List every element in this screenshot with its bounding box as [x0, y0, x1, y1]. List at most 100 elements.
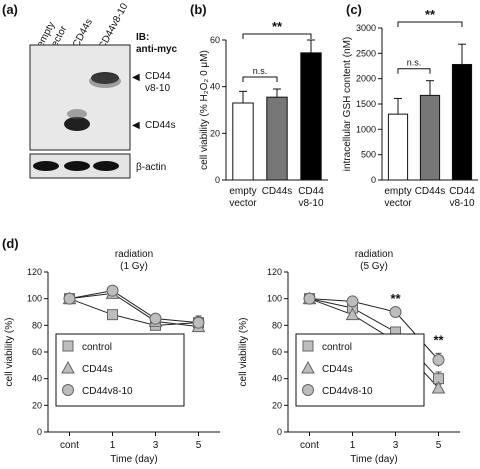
- point-control: [107, 309, 118, 321]
- point-CD44v8-10: [303, 292, 316, 305]
- x-tick-label-line1: CD44: [449, 186, 475, 197]
- point-CD44v8-10: [432, 354, 445, 366]
- y-tick-label: 60: [210, 35, 220, 45]
- bar-0: [232, 102, 254, 181]
- x-tick-label-line2: vector: [229, 198, 257, 209]
- blot-main: [29, 44, 131, 151]
- y-tick-label: 20: [272, 400, 282, 410]
- legend-label: control: [82, 342, 112, 353]
- y-tick-label: 3000: [356, 23, 376, 33]
- x-tick-label: CD44s: [415, 186, 446, 197]
- panel-a: (a) empty vector CD44s CD44v8-10 IB: ant…: [2, 1, 178, 179]
- x-tick-label: 1: [110, 440, 116, 451]
- x-tick-label-line1: empty: [384, 186, 411, 197]
- band2-arrow: ◀: [132, 120, 140, 131]
- band-actin-2: [64, 161, 90, 171]
- ib-label-line2: anti-myc: [136, 44, 178, 55]
- bar-2: [451, 63, 473, 181]
- panel-label: (c): [346, 2, 362, 17]
- x-tick-label: 5: [196, 440, 202, 451]
- point-CD44v8-10: [63, 292, 76, 305]
- y-axis-label: intracellular GSH content (nM): [342, 37, 353, 172]
- loading-control-label: β-actin: [136, 162, 166, 173]
- x-tick-label-line2: vector: [384, 198, 412, 209]
- x-axis-label: Time (day): [350, 454, 397, 465]
- y-tick-label: 40: [272, 374, 282, 384]
- chart-title-line1: radiation: [115, 249, 153, 260]
- legend-label: CD44v8-10: [322, 386, 373, 397]
- y-axis-label: cell viability (%): [4, 318, 15, 387]
- significance-label: **: [272, 19, 283, 34]
- band1-label-line1: CD44: [145, 71, 171, 82]
- point-CD44v8-10: [346, 295, 359, 308]
- y-tick-label: 1000: [356, 124, 376, 134]
- bar-2: [300, 52, 322, 181]
- band-actin-1: [33, 161, 59, 171]
- lane-label-cd44v8-10: CD44v8-10: [97, 1, 131, 51]
- significance-label: **: [425, 7, 436, 22]
- y-tick-label: 60: [32, 347, 42, 357]
- y-tick-label: 0: [277, 427, 282, 437]
- legend-marker-control: [302, 340, 314, 352]
- panel-a-label: (a): [2, 2, 18, 17]
- y-tick-label: 0: [215, 175, 220, 185]
- y-tick-label: 100: [267, 294, 282, 304]
- significance-bracket: [242, 76, 278, 82]
- significance-bracket: [397, 68, 431, 74]
- x-tick-label-line1: CD44: [298, 186, 324, 197]
- band-cd44s-smear: [67, 109, 87, 119]
- x-tick-label-line1: empty: [229, 186, 256, 197]
- chart-title-line2: (1 Gy): [120, 261, 148, 272]
- y-tick-label: 2500: [356, 48, 376, 58]
- band-cd44v8-10-smear: [89, 74, 121, 88]
- y-tick-label: 40: [32, 374, 42, 384]
- y-tick-label: 0: [37, 427, 42, 437]
- series-line-CD44v8-10: [69, 290, 199, 324]
- band1-arrow: ◀: [132, 72, 140, 83]
- x-tick-label: cont: [60, 440, 79, 451]
- legend-marker-CD44s: [301, 360, 315, 374]
- y-tick-label: 120: [267, 267, 282, 277]
- panel-label: (d): [2, 236, 19, 251]
- significance-label: **: [433, 332, 444, 347]
- legend-label: CD44s: [322, 364, 353, 375]
- point-CD44v8-10: [192, 316, 205, 329]
- x-tick-label-line2: v8-10: [449, 198, 474, 209]
- band-actin-3: [93, 161, 119, 171]
- panel-c: (c) 0 500 1000 1500 2000 2500 3000intracellular…: [342, 2, 478, 209]
- x-tick-label: 1: [350, 440, 356, 451]
- chart-title-line2: (5 Gy): [360, 261, 388, 272]
- y-tick-label: 1500: [356, 99, 376, 109]
- y-tick-label: 60: [272, 347, 282, 357]
- y-tick-label: 120: [27, 267, 42, 277]
- band-cd44v8-10: [91, 72, 119, 84]
- legend-label: CD44v8-10: [82, 386, 133, 397]
- significance-bracket: [397, 21, 463, 27]
- panel-label: (b): [190, 2, 207, 17]
- y-tick-label: 2000: [356, 74, 376, 84]
- legend-label: CD44s: [82, 364, 113, 375]
- legend-marker-CD44v8-10: [302, 384, 314, 396]
- point-CD44v8-10: [106, 284, 119, 297]
- y-tick-label: 100: [27, 294, 42, 304]
- panel-d-5gy: radiation(5 Gy) 0 20 40 60 80 100 120 cell viabi…: [238, 249, 460, 465]
- x-tick-label: cont: [300, 440, 319, 451]
- y-tick-label: 80: [32, 320, 42, 330]
- panel-d-1gy: (d) radiation(1 Gy) 0 20 40 60 80 100 120 cell vi…: [2, 236, 220, 465]
- legend-label: control: [322, 342, 352, 353]
- band-cd44s: [64, 117, 90, 131]
- x-tick-label: 3: [153, 440, 159, 451]
- y-tick-label: 500: [361, 150, 376, 160]
- bar-1: [419, 94, 441, 181]
- legend-marker-CD44s: [61, 360, 75, 374]
- significance-bracket: [242, 33, 312, 39]
- y-axis-label: cell viability (% H₂O₂ 0 μM): [199, 50, 210, 170]
- point-CD44s: [431, 380, 446, 394]
- y-axis-label: cell viability (%): [238, 318, 249, 387]
- significance-label: n.s.: [253, 66, 268, 76]
- band1-label-line2: v8-10: [145, 83, 170, 94]
- x-tick-label: CD44s: [262, 186, 293, 197]
- point-CD44v8-10: [389, 306, 402, 318]
- y-tick-label: 20: [32, 400, 42, 410]
